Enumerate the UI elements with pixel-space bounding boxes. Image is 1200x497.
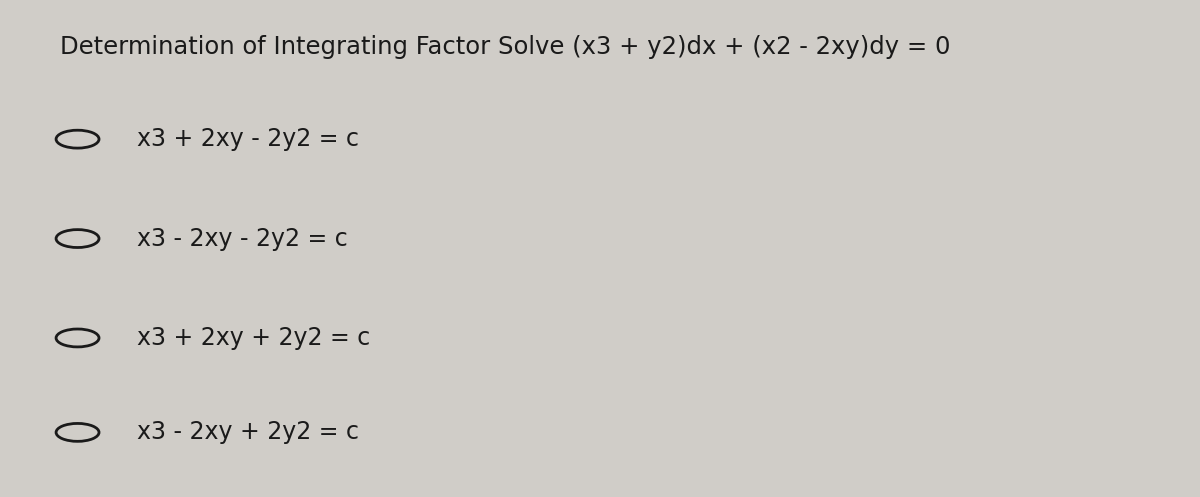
Text: x3 + 2xy + 2y2 = c: x3 + 2xy + 2y2 = c	[137, 326, 371, 350]
Text: Determination of Integrating Factor Solve (x3 + y2)dx + (x2 - 2xy)dy = 0: Determination of Integrating Factor Solv…	[60, 35, 950, 59]
Text: x3 + 2xy - 2y2 = c: x3 + 2xy - 2y2 = c	[137, 127, 359, 151]
Text: x3 - 2xy + 2y2 = c: x3 - 2xy + 2y2 = c	[137, 420, 359, 444]
Text: x3 - 2xy - 2y2 = c: x3 - 2xy - 2y2 = c	[137, 227, 348, 250]
